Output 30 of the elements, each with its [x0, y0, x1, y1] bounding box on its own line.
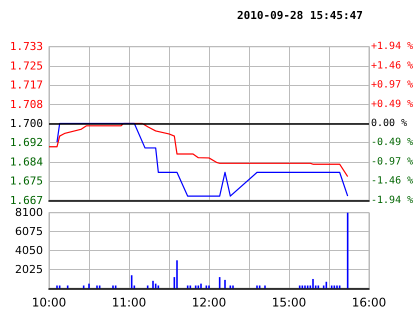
y-tick-label: 8100 [15, 206, 43, 220]
y-tick-label: 1.717 [10, 78, 43, 92]
y2-tick-label: 0.00 % [371, 118, 408, 129]
y2-tick-label: +1.94 % [371, 41, 414, 52]
y2-tick-label: +0.49 % [371, 98, 414, 110]
y2-tick-label: -0.97 % [371, 156, 414, 168]
y-tick-label: 2025 [15, 262, 43, 276]
y-tick-label: 1.684 [10, 155, 44, 168]
y-tick-label: 1.667 [10, 194, 43, 207]
x-tick-label: 12:00 [192, 295, 226, 310]
y-tick-label: 1.725 [10, 59, 43, 72]
y-tick-label: 1.675 [10, 174, 43, 188]
y-tick-label: 1.733 [10, 40, 43, 54]
y2-tick-label: -1.94 % [371, 194, 414, 206]
y2-tick-label: +0.97 % [371, 80, 414, 91]
line-series [48, 122, 348, 178]
x-tick-label: 10:00 [32, 295, 66, 310]
y-tick-label: 4050 [15, 244, 43, 257]
y-tick-label: 1.708 [10, 98, 43, 111]
x-tick-label: 11:00 [112, 295, 146, 310]
x-tick-label: 15:00 [272, 295, 306, 310]
y2-tick-label: +1.46 % [371, 60, 414, 72]
y-tick-label: 1.700 [10, 117, 43, 130]
x-tick-label: 16:00 [352, 295, 386, 310]
y-tick-label: 1.692 [10, 136, 43, 150]
line-series [56, 122, 348, 197]
y2-tick-label: -1.46 % [371, 176, 414, 187]
chart-title: 2010-09-28 15:45:47 [237, 9, 363, 22]
y2-tick-label: -0.49 % [371, 137, 414, 148]
y-tick-label: 6075 [15, 225, 43, 238]
